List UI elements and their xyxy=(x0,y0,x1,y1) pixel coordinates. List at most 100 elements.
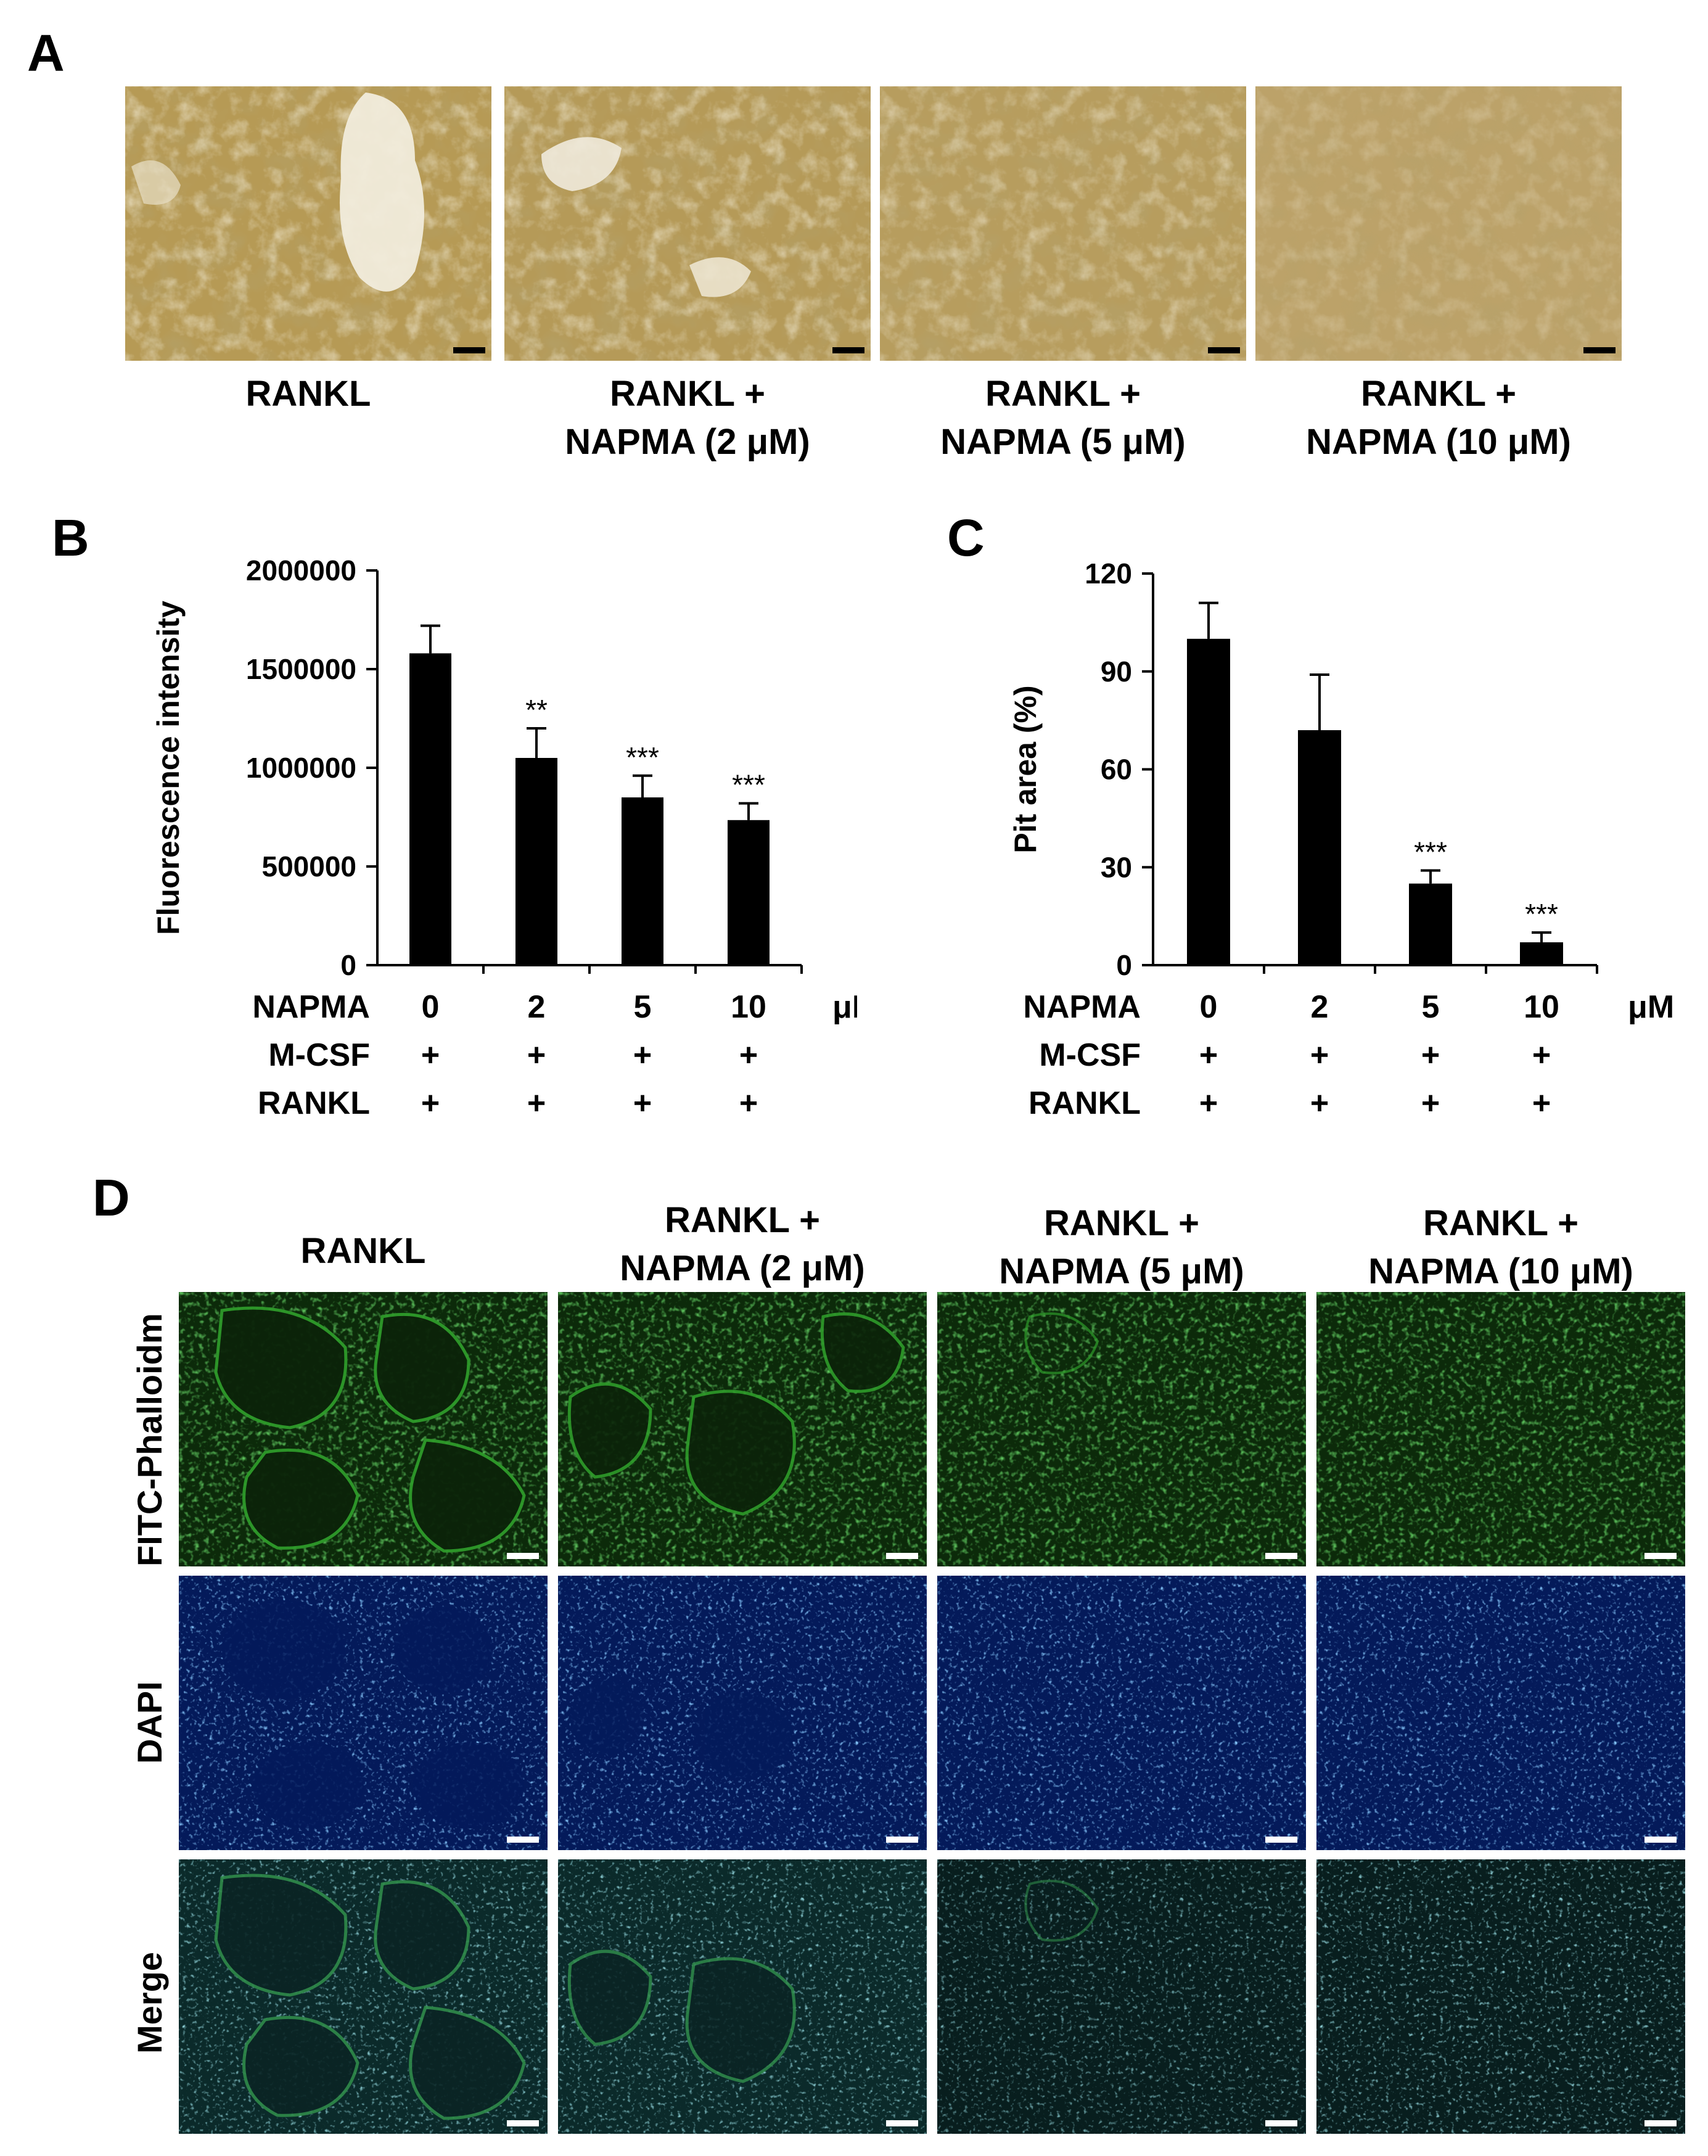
caption-line: NAPMA (5 μM) xyxy=(999,1251,1244,1291)
dapi-image-rankl xyxy=(179,1576,548,1850)
caption-line: RANKL + xyxy=(1423,1203,1579,1243)
merge-image-napma-5 xyxy=(937,1859,1306,2134)
scale-bar xyxy=(886,1553,918,1559)
napma-dose-label: 10 xyxy=(731,989,766,1025)
caption-line: NAPMA (10 μM) xyxy=(1306,422,1571,462)
scale-bar xyxy=(1644,2120,1677,2126)
plus-sign: + xyxy=(421,1085,440,1121)
plus-sign: + xyxy=(1532,1037,1551,1073)
merge-image-napma-10 xyxy=(1316,1859,1685,2134)
y-axis-label: Fluorescence intensity xyxy=(151,601,186,935)
plus-sign: + xyxy=(1199,1085,1218,1121)
y-tick-label: 500000 xyxy=(262,850,357,883)
scale-bar xyxy=(1265,2120,1297,2126)
treatment-row-label: RANKL xyxy=(1028,1085,1141,1121)
panel-a-caption-4: RANKL + NAPMA (10 μM) xyxy=(1255,370,1622,466)
caption-line: NAPMA (5 μM) xyxy=(940,422,1186,462)
caption-line: RANKL + xyxy=(665,1200,820,1240)
scale-bar xyxy=(507,1553,539,1559)
treatment-row-label: M-CSF xyxy=(1039,1037,1141,1073)
treatment-row-label: NAPMA xyxy=(252,989,370,1025)
scale-bar xyxy=(1644,1837,1677,1843)
y-axis-label: Pit area (%) xyxy=(1008,685,1043,853)
fitc-image-napma-2 xyxy=(558,1292,927,1566)
panel-a-image-napma-10 xyxy=(1255,86,1622,361)
panel-a-caption-2: RANKL + NAPMA (2 μM) xyxy=(504,370,871,466)
dose-unit-label: μM xyxy=(1628,989,1674,1025)
bar xyxy=(728,820,770,965)
plus-sign: + xyxy=(1421,1085,1440,1121)
row-label-merge: Merge xyxy=(130,1952,169,2054)
row-label-fitc: FITC-Phalloidm xyxy=(130,1313,169,1566)
plus-sign: + xyxy=(527,1085,546,1121)
scale-bar xyxy=(886,1837,918,1843)
panel-d-caption-1: RANKL xyxy=(179,1227,548,1275)
scale-bar xyxy=(1583,347,1616,353)
dapi-image-napma-5 xyxy=(937,1576,1306,1850)
scale-bar xyxy=(1644,1553,1677,1559)
scale-bar xyxy=(1265,1837,1297,1843)
caption-line: NAPMA (10 μM) xyxy=(1368,1251,1633,1291)
plus-sign: + xyxy=(633,1085,652,1121)
y-tick-label: 0 xyxy=(1116,949,1132,981)
panel-a-letter: A xyxy=(27,24,65,82)
y-tick-label: 0 xyxy=(340,949,356,981)
caption-line: RANKL + xyxy=(1361,374,1516,414)
caption-line: RANKL xyxy=(245,374,371,414)
y-tick-label: 1000000 xyxy=(246,752,356,784)
scale-bar xyxy=(832,347,864,353)
bar xyxy=(1520,942,1563,965)
caption-line: NAPMA (2 μM) xyxy=(620,1248,865,1288)
bar xyxy=(515,758,557,965)
caption-line: RANKL xyxy=(300,1231,426,1271)
plus-sign: + xyxy=(739,1085,758,1121)
plus-sign: + xyxy=(633,1037,652,1073)
bar xyxy=(1187,638,1230,965)
treatment-row-label: RANKL xyxy=(258,1085,370,1121)
napma-dose-label: 2 xyxy=(528,989,546,1025)
plus-sign: + xyxy=(1421,1037,1440,1073)
dapi-image-napma-2 xyxy=(558,1576,927,1850)
panel-a-image-napma-5 xyxy=(880,86,1246,361)
caption-line: RANKL + xyxy=(1044,1203,1199,1243)
y-tick-label: 90 xyxy=(1101,656,1132,688)
napma-dose-label: 10 xyxy=(1524,989,1559,1025)
panel-a-image-napma-2 xyxy=(504,86,871,361)
fitc-image-napma-10 xyxy=(1316,1292,1685,1566)
fitc-image-rankl xyxy=(179,1292,548,1566)
scale-bar xyxy=(507,1837,539,1843)
panel-d-letter: D xyxy=(92,1169,130,1227)
plus-sign: + xyxy=(739,1037,758,1073)
y-tick-label: 1500000 xyxy=(246,653,356,685)
fitc-image-napma-5 xyxy=(937,1292,1306,1566)
dapi-image-napma-10 xyxy=(1316,1576,1685,1850)
napma-dose-label: 0 xyxy=(422,989,440,1025)
y-tick-label: 120 xyxy=(1085,558,1132,590)
panel-d-caption-2: RANKL + NAPMA (2 μM) xyxy=(558,1196,927,1293)
plus-sign: + xyxy=(1310,1037,1329,1073)
merge-image-napma-2 xyxy=(558,1859,927,2134)
napma-dose-label: 5 xyxy=(1422,989,1440,1025)
treatment-row-label: NAPMA xyxy=(1023,989,1141,1025)
panel-a-image-rankl xyxy=(125,86,491,361)
dose-unit-label: μM xyxy=(832,989,857,1025)
significance-marker: *** xyxy=(626,741,659,773)
scale-bar xyxy=(507,2120,539,2126)
scale-bar xyxy=(1208,347,1240,353)
plus-sign: + xyxy=(527,1037,546,1073)
panel-c-letter: C xyxy=(947,509,985,567)
significance-marker: *** xyxy=(732,769,765,801)
significance-marker: ** xyxy=(525,694,548,726)
caption-line: RANKL + xyxy=(985,374,1141,414)
plus-sign: + xyxy=(1199,1037,1218,1073)
panel-b-chart: 0 500000 1000000 1500000 2000000 Fluorescence… xyxy=(151,554,857,1121)
scale-bar xyxy=(1265,1553,1297,1559)
plus-sign: + xyxy=(421,1037,440,1073)
panel-a-caption-3: RANKL + NAPMA (5 μM) xyxy=(880,370,1246,466)
panel-d-caption-3: RANKL + NAPMA (5 μM) xyxy=(937,1199,1306,1296)
scale-bar xyxy=(886,2120,918,2126)
treatment-row-label: M-CSF xyxy=(268,1037,370,1073)
plus-sign: + xyxy=(1310,1085,1329,1121)
bar xyxy=(409,653,451,965)
significance-marker: *** xyxy=(1525,898,1558,930)
